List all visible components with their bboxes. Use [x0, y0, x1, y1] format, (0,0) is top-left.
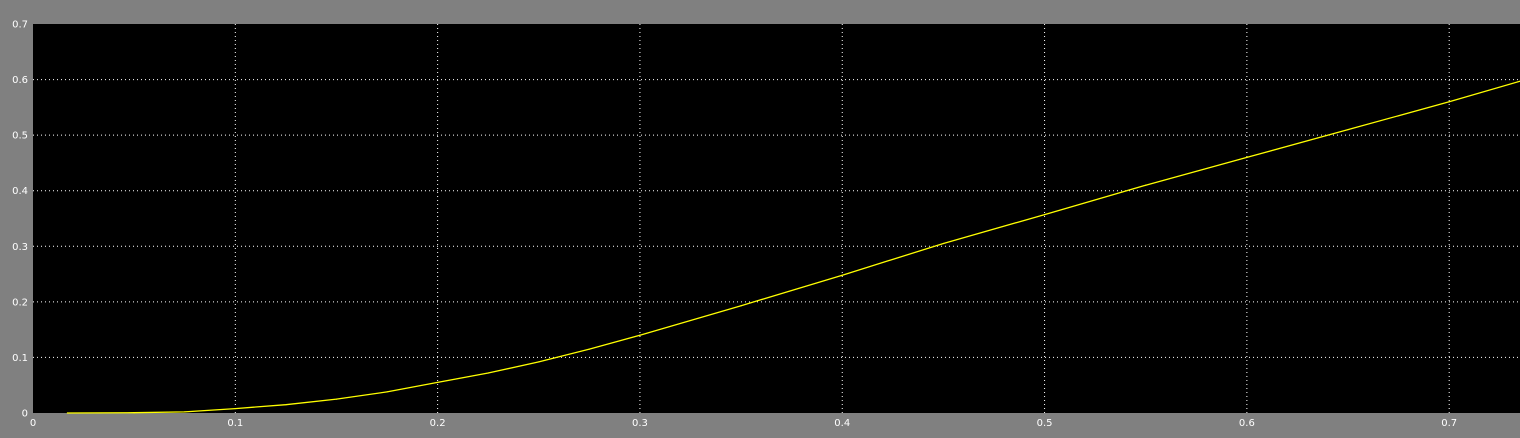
series-point	[335, 398, 338, 400]
x-tick-label: 0.4	[834, 418, 850, 429]
y-tick-label: 0.6	[12, 75, 28, 86]
series-point	[1145, 184, 1147, 186]
series-point	[184, 411, 186, 413]
y-tick-label: 0.5	[12, 131, 28, 142]
series-point	[740, 305, 742, 307]
y-tick-label: 0	[22, 409, 28, 420]
x-axis: 0 0.1 0.2 0.3 0.4 0.5 0.6 0.7	[30, 418, 1457, 429]
series-point	[588, 348, 590, 350]
series-point	[1043, 214, 1046, 216]
x-tick-label: 0	[30, 418, 36, 429]
series-point	[1347, 128, 1349, 131]
grid	[33, 24, 1520, 413]
x-tick-label: 0.7	[1441, 418, 1457, 429]
series-point	[437, 381, 439, 384]
plot-area	[33, 24, 1520, 413]
y-tick-label: 0.4	[12, 186, 28, 197]
y-tick-label: 0.3	[12, 242, 28, 253]
x-tick-label: 0.5	[1037, 418, 1053, 429]
series-point	[639, 334, 641, 336]
series-point	[1246, 156, 1248, 158]
x-tick-label: 0.1	[227, 418, 243, 429]
series-layer	[66, 80, 1520, 414]
y-tick-label: 0.2	[12, 297, 28, 308]
x-tick-label: 0.2	[430, 418, 446, 429]
series-point	[386, 391, 388, 393]
series-point	[841, 274, 843, 276]
series-point	[234, 407, 236, 410]
y-axis: 0 0.1 0.2 0.3 0.4 0.5 0.6 0.7	[12, 20, 28, 420]
series-point	[942, 242, 945, 245]
series-point	[285, 404, 287, 406]
series-point	[66, 412, 68, 414]
x-tick-label: 0.6	[1239, 418, 1255, 429]
series-point	[1448, 101, 1450, 103]
series-point	[538, 361, 540, 363]
y-tick-label: 0.7	[12, 20, 28, 31]
series-point	[487, 372, 489, 374]
x-tick-label: 0.3	[632, 418, 648, 429]
y-tick-label: 0.1	[12, 353, 28, 364]
series-point	[133, 412, 135, 414]
